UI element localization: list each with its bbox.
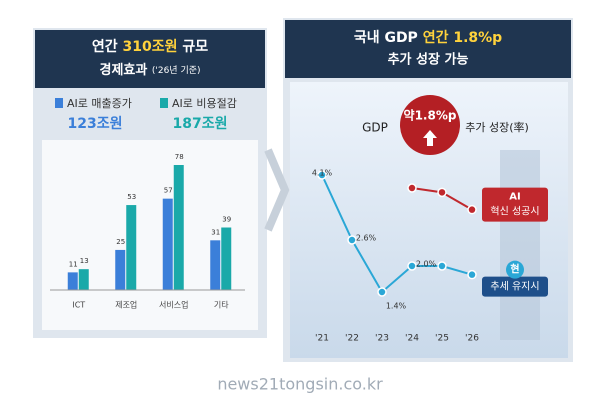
right-header xyxy=(285,20,571,78)
point xyxy=(317,170,327,180)
x-tick-label: '24 xyxy=(405,334,419,344)
bar-value: 53 xyxy=(127,193,136,201)
legend-total: 123조원 xyxy=(68,116,123,132)
building-bg xyxy=(500,150,540,340)
bar xyxy=(221,227,232,290)
bar xyxy=(67,272,78,290)
bar xyxy=(162,198,173,290)
value-label: 4.1% xyxy=(312,169,333,178)
bar xyxy=(126,205,137,290)
bar-value: 31 xyxy=(211,228,220,236)
value-label: 2.0% xyxy=(416,260,437,269)
subtitle-note: ('26년 기준) xyxy=(152,65,201,76)
right-title: 국내 GDP 연간 1.8%p xyxy=(354,29,502,46)
point xyxy=(407,183,417,193)
arrow-decor xyxy=(264,148,290,232)
point xyxy=(407,261,417,271)
series-name: 추세 유지시 xyxy=(490,281,539,293)
title-part: 연간 xyxy=(92,38,123,55)
x-tick-label: ICT xyxy=(72,301,85,310)
legend-swatch xyxy=(160,98,168,108)
point xyxy=(467,204,477,215)
gdp-circle xyxy=(400,95,460,155)
up-arrow xyxy=(423,130,437,146)
series-tag: AI xyxy=(509,192,520,203)
point xyxy=(377,287,387,297)
x-tick-label: 제조업 xyxy=(115,301,137,310)
x-tick-label: '23 xyxy=(375,334,389,344)
bar-value: 39 xyxy=(222,216,231,224)
title-part: 국내 GDP xyxy=(354,30,423,46)
watermark: news21tongsin.co.kr xyxy=(217,375,383,394)
title-part: 규모 xyxy=(177,39,208,55)
point xyxy=(467,269,477,280)
series-name: 혁신 성공시 xyxy=(490,206,539,218)
bar xyxy=(210,240,221,290)
gdp-value: 약1.8%p xyxy=(404,108,457,123)
series-label-box xyxy=(482,276,548,297)
x-tick-label: '25 xyxy=(435,334,449,344)
bar xyxy=(78,269,89,290)
x-tick-label: '26 xyxy=(465,334,479,344)
subtitle-part: 경제효과 xyxy=(99,62,151,78)
series-tag: 현 xyxy=(510,263,519,276)
x-tick-label: 서비스업 xyxy=(159,301,188,310)
legend-label: AI로 매출증가 xyxy=(67,97,132,110)
x-tick-label: '21 xyxy=(315,334,329,344)
series-line xyxy=(321,174,473,294)
bar-value: 25 xyxy=(116,238,125,246)
left-header xyxy=(35,30,265,88)
point xyxy=(437,261,447,271)
legend-total: 187조원 xyxy=(173,116,228,132)
series-label-box xyxy=(482,187,548,222)
gdp-prefix: GDP xyxy=(362,121,388,135)
bar xyxy=(173,165,184,290)
left-title: 연간 310조원 규모 xyxy=(92,38,208,55)
x-tick-label: '22 xyxy=(345,334,359,344)
bar xyxy=(115,249,126,290)
legend-swatch xyxy=(55,98,63,108)
value-label: 1.4% xyxy=(386,302,407,311)
title-highlight: 연간 1.8%p xyxy=(423,29,502,46)
bar-value: 11 xyxy=(69,260,78,268)
right-subtitle: 추가 성장 가능 xyxy=(388,52,469,68)
value-label: 2.6% xyxy=(356,234,377,243)
title-highlight: 310조원 xyxy=(123,39,178,55)
bar-value: 78 xyxy=(175,153,184,161)
left-subtitle: 경제효과 ('26년 기준) xyxy=(99,62,200,78)
series-tag-circle xyxy=(506,260,524,279)
legend-label: AI로 비용절감 xyxy=(172,97,237,110)
bar-value: 57 xyxy=(164,187,173,195)
bar-value: 13 xyxy=(80,257,89,265)
gdp-suffix: 추가 성장(率) xyxy=(465,120,529,134)
x-tick-label: 기타 xyxy=(214,301,229,310)
point xyxy=(347,235,357,245)
point xyxy=(437,187,447,198)
